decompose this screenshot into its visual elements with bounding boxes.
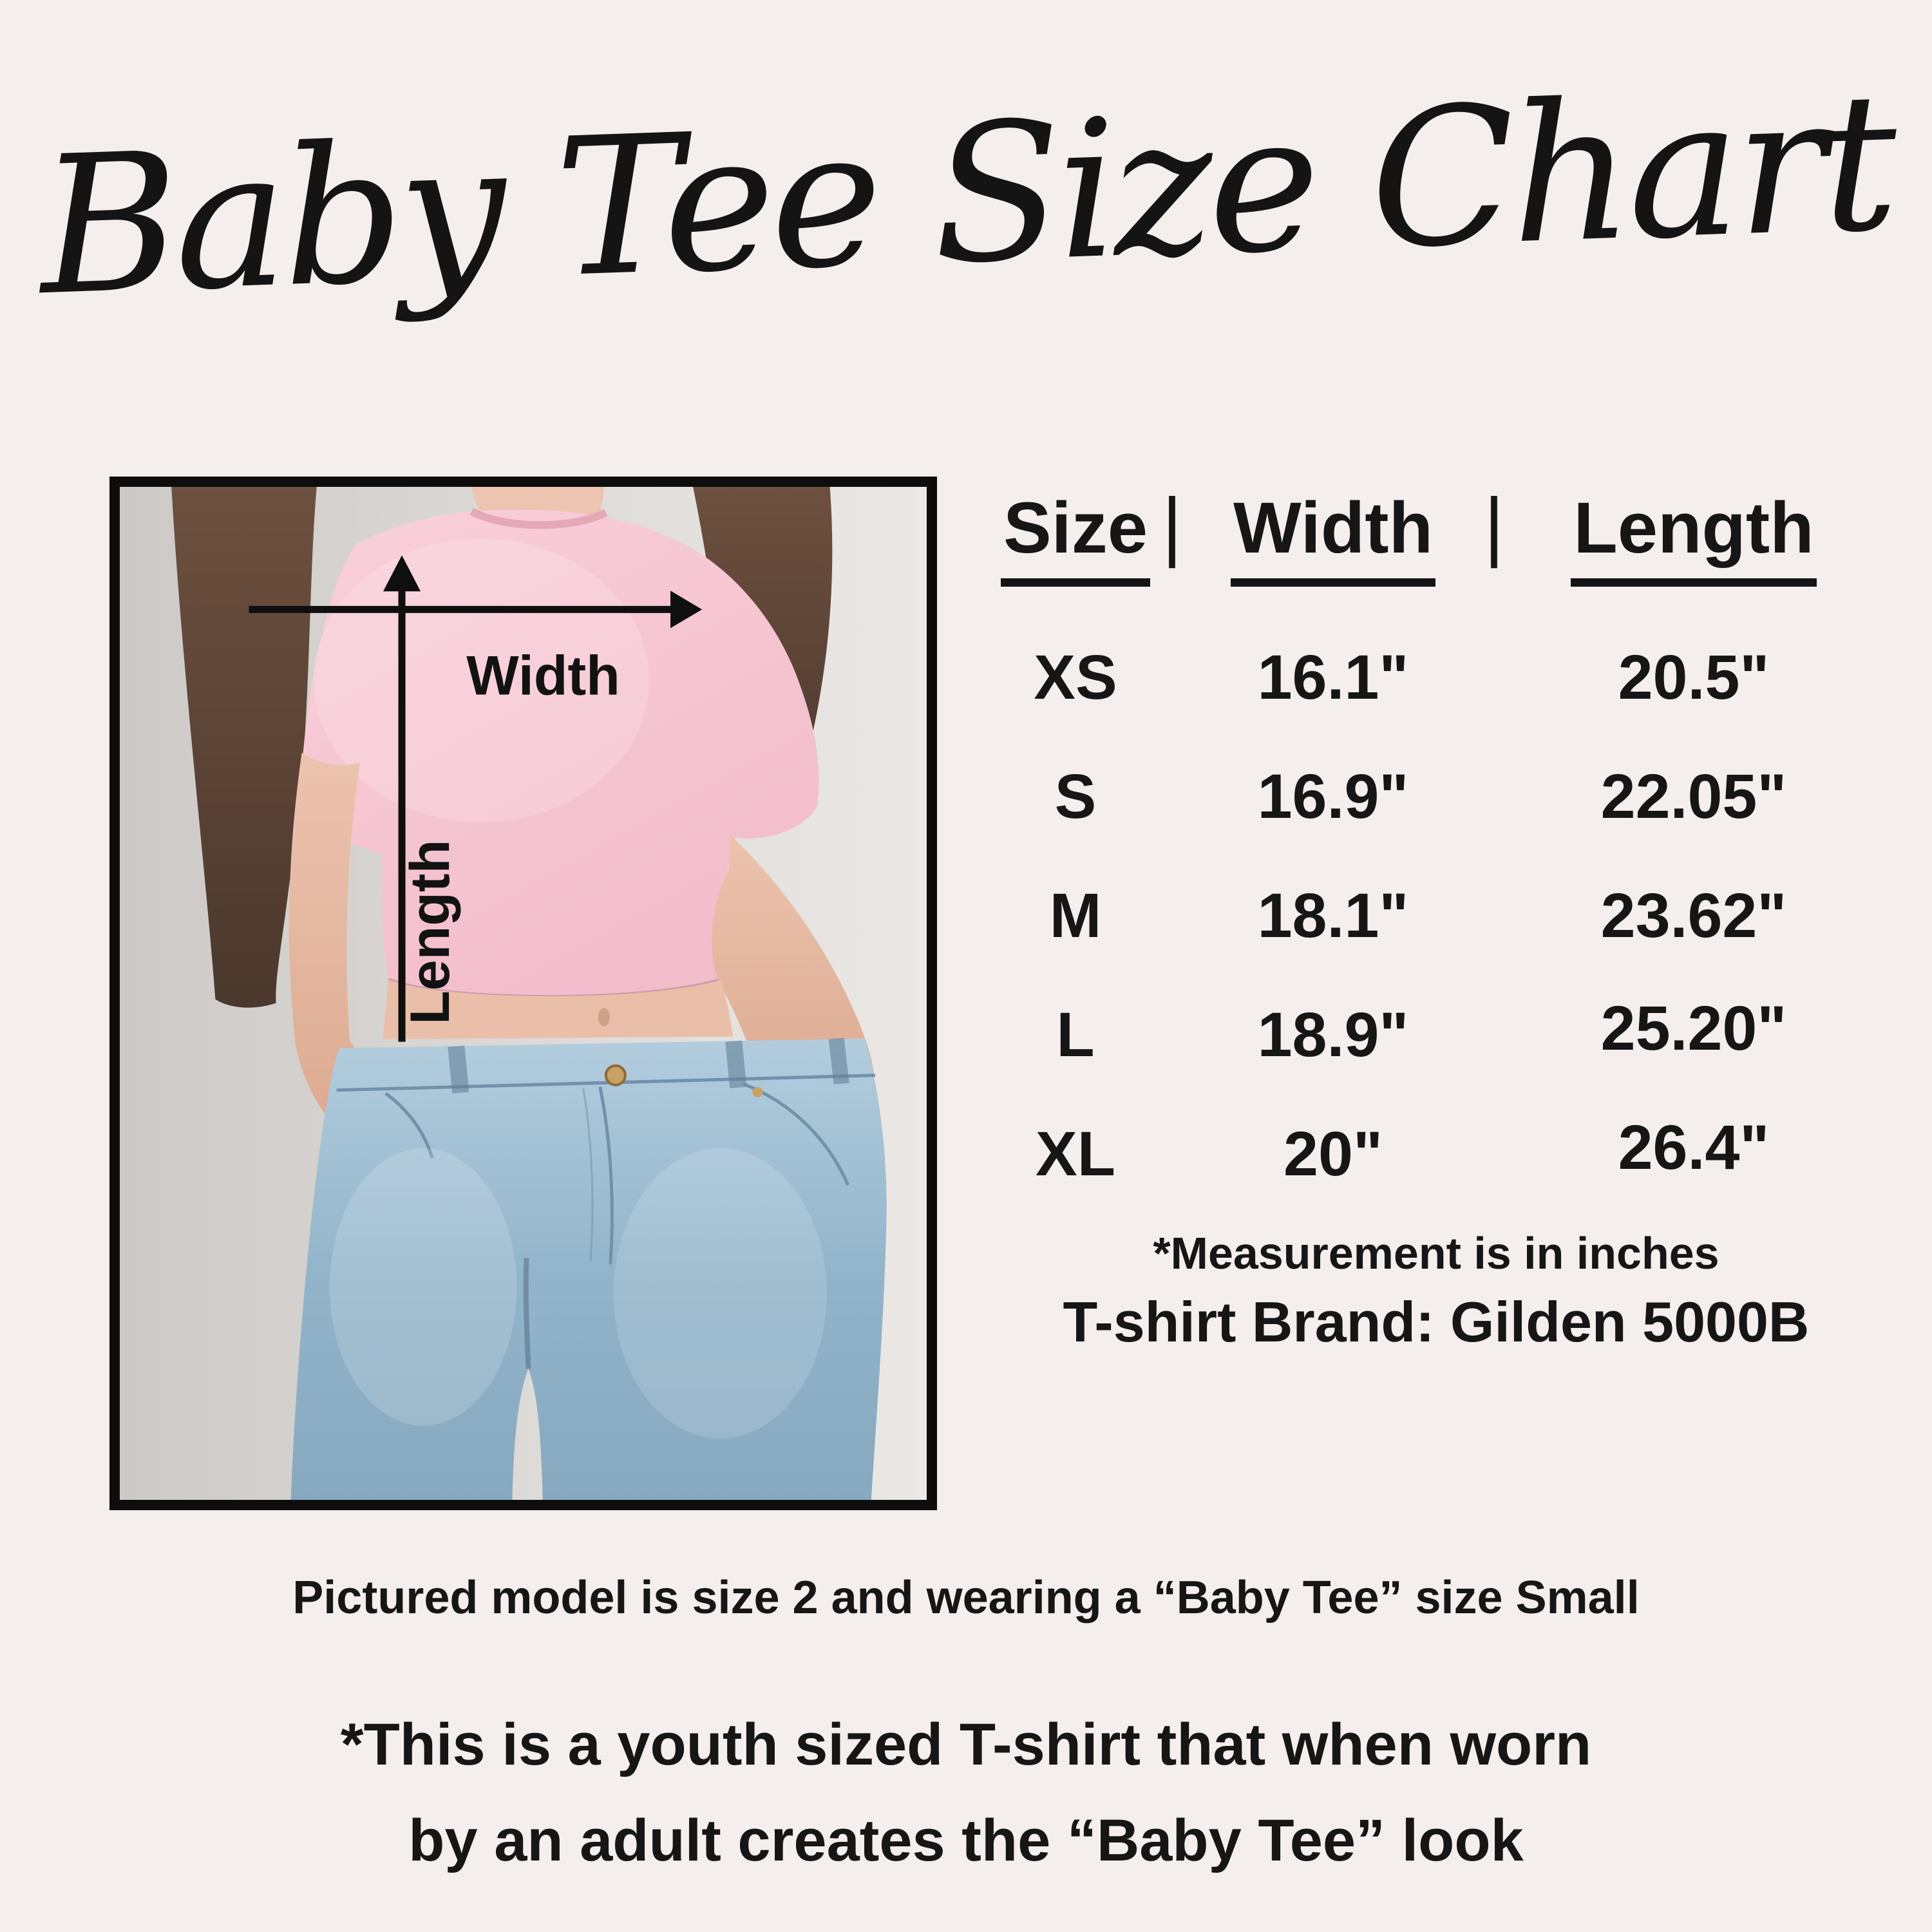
size-cell: XS xyxy=(1034,641,1117,712)
table-row: XS 16.1" 20.5" xyxy=(979,618,1893,737)
youth-note-line2: by an adult creates the “Baby Tee” look xyxy=(408,1808,1524,1874)
hair-left xyxy=(171,487,317,1008)
width-arrow-label: Width xyxy=(466,645,620,707)
size-cell: S xyxy=(1054,761,1097,831)
jeans-highlight xyxy=(329,1148,517,1426)
jeans-button xyxy=(604,1064,627,1086)
size-table: Size Width Length | | XS 16.1" 20.5" S 1… xyxy=(979,482,1893,1355)
tee-collar xyxy=(469,507,608,529)
length-cell: 23.62" xyxy=(1600,880,1787,951)
size-cell: XL xyxy=(1036,1118,1115,1189)
length-cell: 20.5" xyxy=(1618,641,1770,712)
length-cell: 22.05" xyxy=(1600,761,1787,831)
length-cell: 25.20" xyxy=(1600,992,1787,1063)
fly-seam-inner xyxy=(582,1088,594,1262)
belt-loop xyxy=(725,1040,747,1088)
inseam-shadow xyxy=(523,1258,531,1369)
table-row: XL 20" 26.4" xyxy=(979,1094,1893,1213)
youth-note: *This is a youth sized T-shirt that when… xyxy=(0,1697,1932,1889)
photo-frame: Width Length xyxy=(109,477,937,1510)
header-size: Size xyxy=(979,486,1172,587)
width-cell: 16.9" xyxy=(1257,761,1409,831)
length-arrow-label: Length xyxy=(399,840,461,1025)
youth-note-line1: *This is a youth sized T-shirt that when… xyxy=(340,1712,1592,1777)
measurement-note: *Measurement is in inches xyxy=(1153,1228,1719,1278)
midriff xyxy=(383,980,734,1039)
table-row: S 16.9" 22.05" xyxy=(979,737,1893,856)
model-photo: Width Length xyxy=(120,487,927,1500)
model-note: Pictured model is size 2 and wearing a “… xyxy=(292,1572,1640,1624)
header-length: Length xyxy=(1494,486,1893,587)
width-cell: 18.1" xyxy=(1257,880,1409,951)
waistband-seam xyxy=(336,1074,875,1092)
belt-loop xyxy=(448,1045,469,1094)
size-table-header: Size Width Length | | xyxy=(979,482,1893,587)
width-cell: 16.1" xyxy=(1257,641,1409,712)
length-cell: 26.4" xyxy=(1618,1112,1770,1182)
size-cell: L xyxy=(1056,999,1095,1070)
pocket-rivet xyxy=(752,1086,763,1097)
jeans-highlight xyxy=(613,1148,827,1439)
table-row: M 18.1" 23.62" xyxy=(979,856,1893,975)
page-title: Baby Tee Size Chart xyxy=(35,51,1897,338)
size-cell: M xyxy=(1049,880,1102,951)
belt-loop xyxy=(828,1037,849,1084)
header-width: Width xyxy=(1172,486,1494,587)
pocket-seam-left xyxy=(384,1092,434,1159)
table-row: L 18.9" 25.20" xyxy=(979,975,1893,1094)
width-arrow-icon xyxy=(249,591,703,629)
size-table-body: XS 16.1" 20.5" S 16.9" 22.05" M 18.1" 23… xyxy=(979,618,1893,1213)
navel xyxy=(598,1008,610,1027)
brand-note: T-shirt Brand: Gilden 5000B xyxy=(1063,1290,1810,1354)
pink-baby-tee xyxy=(299,509,819,997)
header-separator: | xyxy=(1484,482,1504,569)
jeans xyxy=(290,1038,887,1500)
length-arrow-icon xyxy=(383,555,421,1042)
width-cell: 20" xyxy=(1283,1118,1383,1189)
fly-seam xyxy=(598,1086,614,1265)
header-separator: | xyxy=(1162,482,1182,569)
width-cell: 18.9" xyxy=(1257,999,1409,1070)
